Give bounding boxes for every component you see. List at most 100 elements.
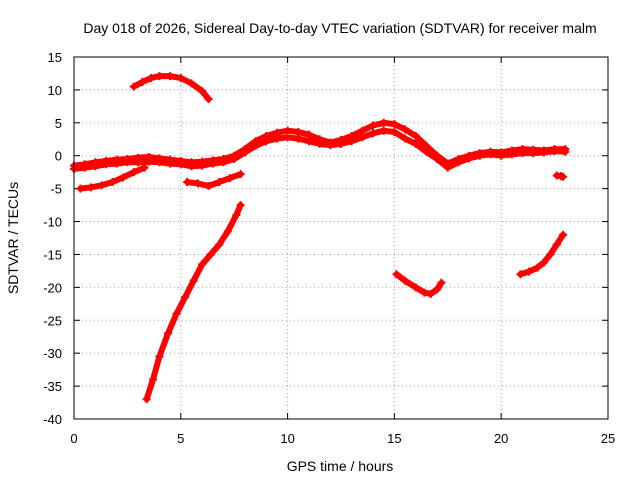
data-point [140, 163, 149, 172]
data-point [172, 309, 181, 318]
series-arc-late-rise [516, 230, 568, 279]
data-point [129, 168, 138, 177]
data-point [392, 270, 401, 279]
x-tick-label: 0 [70, 431, 77, 446]
y-tick-label: 10 [48, 83, 62, 98]
plot-frame [73, 56, 609, 420]
data-point [539, 258, 548, 267]
data-point [204, 95, 213, 104]
data-point [91, 162, 100, 171]
tick-labels: 0 5 10 15 20 25 -40 -35 -30 -25 -20 -15 -10 -5 0 5 10 15 [43, 50, 615, 446]
data-point [524, 267, 533, 276]
data-point [390, 120, 399, 129]
data-point [379, 118, 388, 127]
data-point [183, 178, 192, 187]
data-point [411, 139, 420, 148]
data-point [251, 141, 260, 150]
y-tick-label: -25 [43, 313, 62, 328]
series-arc-upper-early [129, 72, 213, 104]
data-point [166, 159, 175, 168]
x-tick-label: 5 [177, 431, 184, 446]
data-point [215, 178, 224, 187]
data-point [437, 278, 446, 287]
data-point [206, 250, 215, 259]
data-point [112, 159, 121, 168]
data-point [337, 139, 345, 148]
data-point [240, 148, 249, 157]
data-point [422, 147, 431, 156]
data-point [236, 201, 245, 210]
x-tick-label: 10 [280, 431, 294, 446]
data-point [215, 240, 224, 249]
y-tick-label: 15 [48, 50, 62, 65]
data-point [486, 150, 495, 159]
data-point [507, 150, 516, 159]
data-point [76, 184, 85, 193]
data-point [550, 147, 559, 156]
data-point [219, 158, 228, 167]
data-point [443, 163, 452, 172]
y-tick-label: -10 [43, 215, 62, 230]
x-tick-label: 15 [387, 431, 401, 446]
data-point [223, 227, 232, 236]
y-tick-label: -15 [43, 247, 62, 262]
data-point [283, 133, 292, 142]
data-point [181, 293, 190, 302]
grid [74, 57, 608, 419]
data-point [187, 162, 196, 171]
data-point [552, 240, 561, 249]
data-point [559, 230, 568, 239]
data-point [358, 133, 367, 142]
data-point [533, 263, 542, 272]
x-tick-label: 25 [601, 431, 615, 446]
data-point [189, 276, 198, 285]
data-point [411, 131, 420, 140]
data-series [70, 72, 570, 404]
data-point [426, 289, 435, 298]
data-point [294, 134, 303, 143]
data-point [516, 270, 525, 279]
data-point [119, 173, 128, 182]
data-point [134, 158, 143, 167]
data-point [129, 82, 138, 91]
data-point [539, 148, 548, 157]
series-arc-dip-mid [183, 170, 245, 191]
data-point [187, 79, 196, 88]
series-arc-afternoon-dip [392, 270, 446, 298]
y-tick-label: -30 [43, 346, 62, 361]
y-tick-label: -5 [50, 182, 62, 197]
data-point [176, 74, 185, 83]
data-point [518, 149, 527, 158]
data-point [97, 181, 106, 190]
data-point [198, 260, 207, 269]
data-point [401, 134, 410, 143]
data-point [232, 210, 241, 219]
data-point [80, 163, 89, 172]
data-point [198, 161, 207, 170]
data-point [304, 137, 313, 146]
data-point [401, 125, 410, 134]
x-tick-label: 20 [494, 431, 508, 446]
data-point [475, 151, 484, 160]
data-point [138, 78, 147, 87]
data-point [411, 283, 420, 292]
data-point [149, 375, 158, 384]
data-point [315, 139, 324, 148]
series-arc-short-late [552, 171, 568, 181]
chart-title: Day 018 of 2026, Sidereal Day-to-day VTE… [83, 20, 596, 36]
data-point [163, 329, 172, 338]
data-point [272, 134, 281, 143]
y-tick-label: -35 [43, 379, 62, 394]
data-point [347, 137, 356, 146]
data-point [155, 158, 164, 167]
data-point [155, 352, 164, 361]
data-point [262, 137, 271, 146]
data-point [146, 74, 155, 83]
data-point [465, 154, 474, 163]
y-tick-label: 0 [55, 149, 62, 164]
data-point [123, 158, 132, 167]
series-arc-main-b [70, 126, 570, 173]
data-point [420, 288, 429, 297]
data-point [166, 72, 175, 81]
